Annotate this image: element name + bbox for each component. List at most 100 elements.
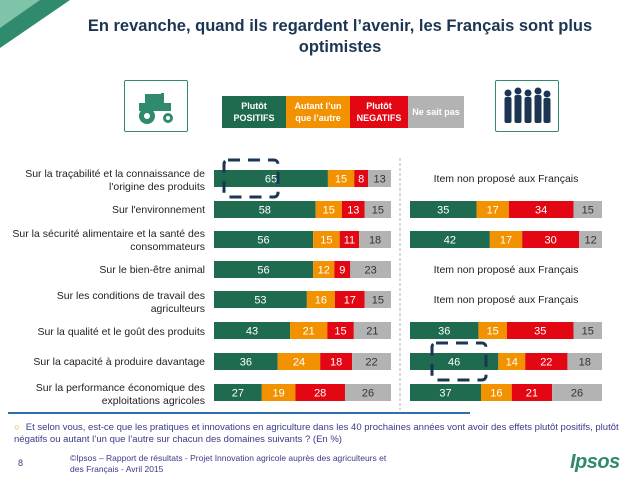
bar-segment <box>214 170 328 187</box>
bar-segment <box>410 384 482 401</box>
bar-segment <box>506 322 574 339</box>
bar-value-label: 58 <box>259 205 271 217</box>
row-label-securite: Sur la sécurité alimentaire et la santé … <box>12 228 205 253</box>
bar-segment <box>508 201 574 218</box>
bar-segment <box>344 384 391 401</box>
bar-segment <box>214 231 314 248</box>
bar-segment <box>214 322 291 339</box>
bar-segment <box>481 384 512 401</box>
bar-segment <box>295 384 345 401</box>
highlight-bracket <box>430 341 488 382</box>
bar-segment <box>334 261 351 278</box>
row-label-qualite: Sur la qualité et le goût des produits <box>37 326 205 338</box>
bar-value-label: 28 <box>314 388 326 400</box>
bar-segment <box>341 201 365 218</box>
bar-value-label: 16 <box>315 295 327 307</box>
bar-value-label: 17 <box>500 235 512 247</box>
bar-segment <box>261 384 296 401</box>
bar-segment <box>214 261 314 278</box>
bar-segment <box>320 353 353 370</box>
bar-segment <box>327 322 354 339</box>
row-label-tracabilite: Sur la traçabilité et la connaissance de… <box>25 168 205 193</box>
ipsos-logo: Ipsos <box>570 451 620 473</box>
bar-value-label: 9 <box>339 265 345 277</box>
bar-segment <box>352 353 391 370</box>
bar-value-label: 15 <box>334 326 346 338</box>
bar-value-label: 34 <box>535 205 547 217</box>
bar-segment <box>306 291 335 308</box>
bar-value-label: 24 <box>293 357 305 369</box>
bar-value-label: 35 <box>534 326 546 338</box>
bar-segment <box>277 353 321 370</box>
bar-value-label: 17 <box>344 295 356 307</box>
bar-segment <box>364 291 391 308</box>
bar-value-label: 27 <box>232 388 244 400</box>
bar-value-label: 46 <box>448 357 460 369</box>
bar-segment <box>350 261 391 278</box>
footnote: ○ Et selon vous, est-ce que les pratiques… <box>14 422 619 445</box>
page-title: En revanche, quand ils regardent l’aveni… <box>87 17 593 56</box>
bar-segment <box>313 231 340 248</box>
bar-value-label: 56 <box>257 235 269 247</box>
bar-segment <box>552 384 602 401</box>
legend-same: Autant l’un que l’autre <box>286 96 350 128</box>
bar-segment <box>327 170 355 187</box>
bar-value-label: 43 <box>246 326 258 338</box>
bar-value-label: 15 <box>320 235 332 247</box>
page-number: 8 <box>18 458 24 468</box>
bar-segment <box>410 231 490 248</box>
bar-value-label: 15 <box>335 174 347 186</box>
bar-segment <box>478 322 507 339</box>
bar-value-label: 14 <box>506 357 518 369</box>
bar-value-label: 15 <box>372 295 384 307</box>
bar-value-label: 19 <box>272 388 284 400</box>
bar-value-label: 15 <box>582 326 594 338</box>
bar-value-label: 37 <box>439 388 451 400</box>
missing-item-text: Item non proposé aux Français <box>434 173 579 185</box>
bar-segment <box>498 353 526 370</box>
tractor-icon <box>124 80 188 132</box>
bar-segment <box>364 201 391 218</box>
bar-value-label: 8 <box>358 174 364 186</box>
bar-value-label: 21 <box>366 326 378 338</box>
bar-value-label: 36 <box>240 357 252 369</box>
bar-value-label: 23 <box>365 265 377 277</box>
row-label-environnement: Sur l'environnement <box>111 204 205 216</box>
bar-value-label: 56 <box>257 265 269 277</box>
bar-segment <box>511 384 553 401</box>
bar-segment <box>214 201 316 218</box>
bar-segment <box>525 353 568 370</box>
bar-value-label: 12 <box>584 235 596 247</box>
bar-segment <box>313 261 335 278</box>
bar-segment <box>354 170 369 187</box>
bar-value-label: 11 <box>344 235 355 247</box>
bar-segment <box>359 231 391 248</box>
divider-line <box>8 412 470 414</box>
bar-value-label: 18 <box>579 357 591 369</box>
bar-segment <box>489 231 523 248</box>
legend-positive: Plutôt POSITIFS <box>222 96 286 128</box>
bar-value-label: 12 <box>318 265 330 277</box>
bar-value-label: 26 <box>362 388 374 400</box>
bar-segment <box>315 201 342 218</box>
bar-value-label: 21 <box>526 388 538 400</box>
bar-segment <box>339 231 360 248</box>
people-group-icon <box>495 80 559 132</box>
bar-segment <box>410 322 479 339</box>
legend-negative: Plutôt NEGATIFS <box>350 96 408 128</box>
bar-value-label: 13 <box>373 174 385 186</box>
bar-value-label: 42 <box>444 235 456 247</box>
missing-item-text: Item non proposé aux Français <box>434 264 579 276</box>
bar-value-label: 15 <box>323 205 335 217</box>
bar-segment <box>214 384 262 401</box>
bar-value-label: 22 <box>365 357 377 369</box>
source-text: ©Ipsos – Rapport de résultats - Projet I… <box>70 453 387 474</box>
bar-segment <box>410 201 477 218</box>
bar-segment <box>334 291 365 308</box>
highlight-bracket <box>222 158 280 199</box>
bar-segment <box>353 322 391 339</box>
bar-value-label: 18 <box>369 235 381 247</box>
bar-value-label: 53 <box>254 295 266 307</box>
bar-segment <box>214 353 278 370</box>
